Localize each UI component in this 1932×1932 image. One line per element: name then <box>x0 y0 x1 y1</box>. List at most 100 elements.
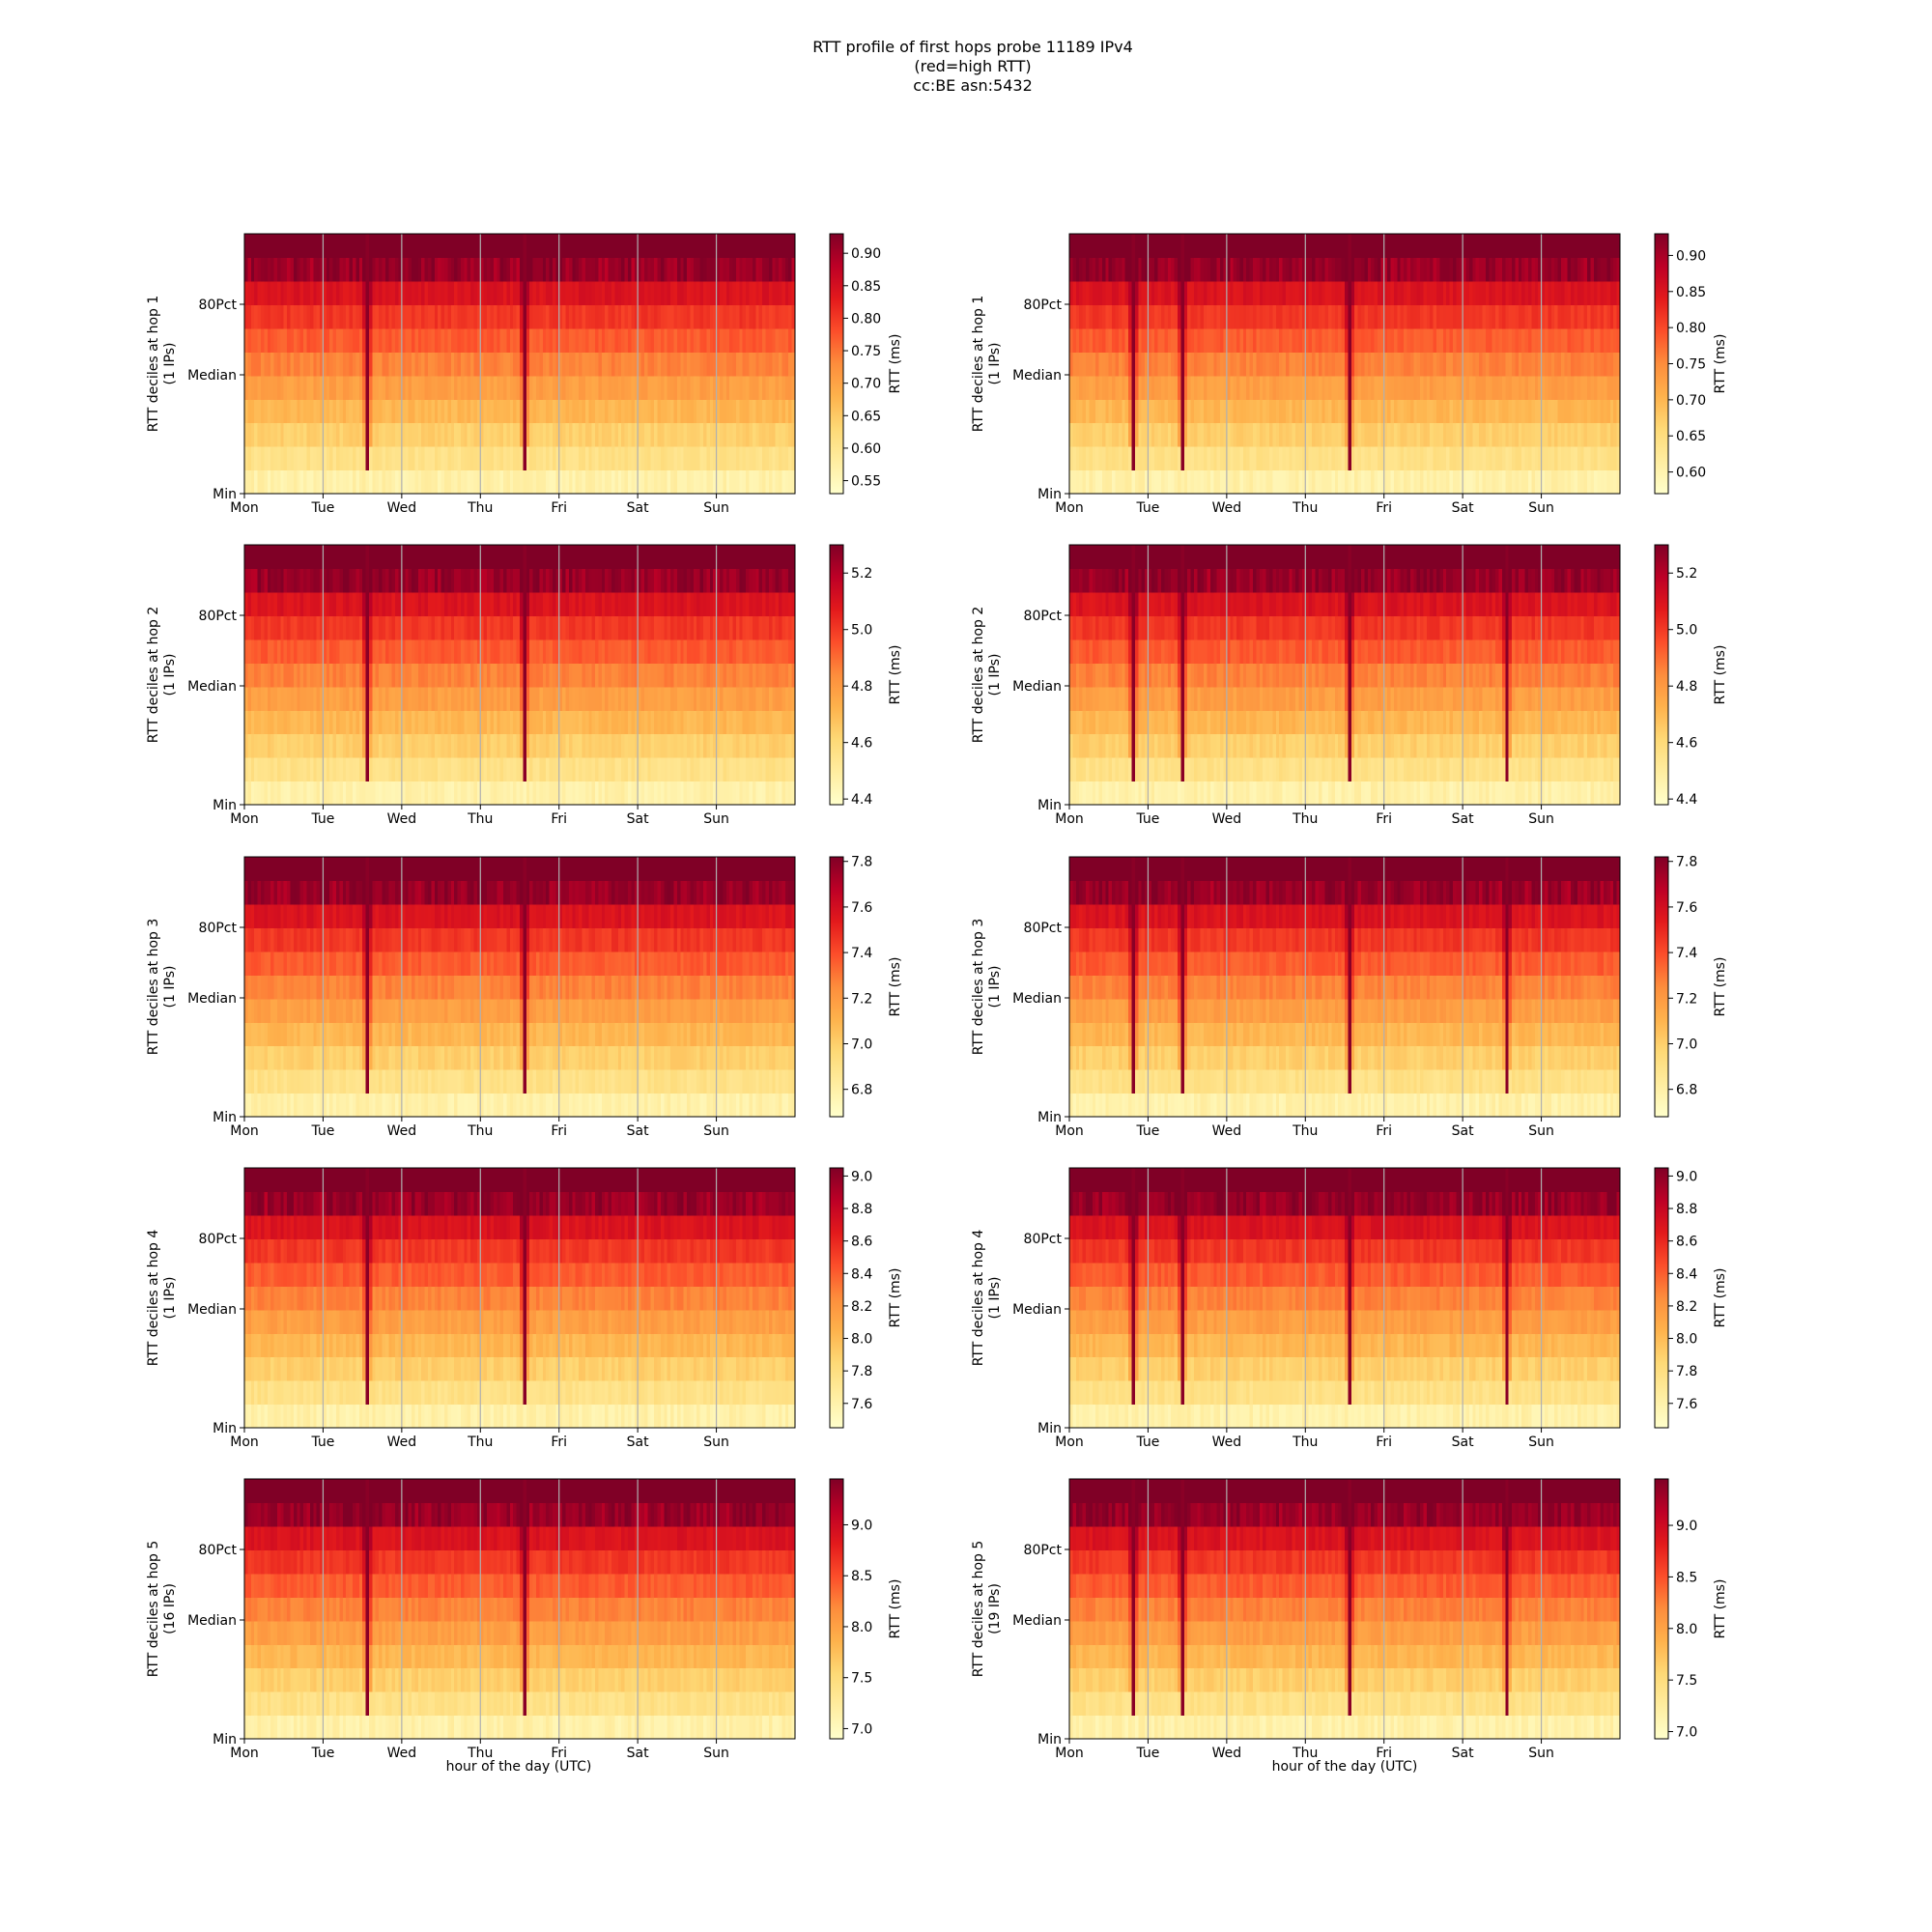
x-tick-label: Tue <box>310 1123 334 1139</box>
y-axis-sublabel: (1 IPs) <box>987 343 1003 385</box>
y-axis-label: RTT deciles at hop 5 <box>146 1541 161 1678</box>
y-tick-label: Min <box>213 487 237 502</box>
heatmap-panels: Mon Tue Wed Thu Fri Sat Sun 80Pct Median Min RTT d… <box>146 233 1728 1761</box>
y-axis-sublabel: (1 IPs) <box>162 654 178 696</box>
x-tick-label: Wed <box>387 500 417 516</box>
x-tick-label: Thu <box>1292 1435 1318 1450</box>
x-tick-label: Fri <box>1376 1123 1392 1139</box>
colorbar-tick-label: 7.0 <box>851 1037 872 1052</box>
y-tick-label: Median <box>1012 1302 1062 1318</box>
x-tick-label: Thu <box>467 1435 493 1450</box>
panel-5: Mon Tue Wed Thu Fri Sat Sun 80Pct Median Min RTT d… <box>146 855 903 1139</box>
y-axis-label: RTT deciles at hop 3 <box>146 919 161 1056</box>
y-tick-label: Median <box>1012 679 1062 695</box>
colorbar-tick-label: 0.60 <box>1676 466 1706 481</box>
panel-4: Mon Tue Wed Thu Fri Sat Sun 80Pct Median Min RTT d… <box>971 544 1728 827</box>
y-axis-sublabel: (1 IPs) <box>162 966 178 1009</box>
colorbar-tick-label: 7.0 <box>1676 1037 1697 1052</box>
x-tick-label: Wed <box>1212 1435 1242 1450</box>
colorbar-tick-label: 7.2 <box>1676 991 1697 1007</box>
x-tick-label: Sun <box>703 500 729 516</box>
y-axis-sublabel: (1 IPs) <box>987 966 1003 1009</box>
colorbar: 7.0 7.5 8.0 8.5 9.0 RTT (ms) <box>1654 1478 1728 1741</box>
colorbar-label: RTT (ms) <box>888 334 903 394</box>
y-tick-label: 80Pct <box>1024 609 1063 624</box>
x-tick-label: Mon <box>230 1123 259 1139</box>
colorbar-label: RTT (ms) <box>888 1579 903 1639</box>
colorbar-tick-label: 0.65 <box>1676 429 1706 444</box>
x-tick-label: Fri <box>551 500 567 516</box>
x-tick-label: Mon <box>230 1435 259 1450</box>
plot-frame <box>243 856 796 1118</box>
colorbar-tick-label: 4.4 <box>851 792 872 808</box>
x-tick-label: Mon <box>1055 1123 1084 1139</box>
x-tick-label: Thu <box>467 811 493 827</box>
colorbar-tick-label: 8.0 <box>1676 1332 1697 1348</box>
x-tick-label: Tue <box>1135 811 1159 827</box>
colorbar-tick-label: 7.6 <box>851 1397 872 1412</box>
x-tick-label: Tue <box>310 1746 334 1761</box>
colorbar-tick-label: 4.8 <box>1676 679 1697 695</box>
x-tick-label: Fri <box>551 811 567 827</box>
colorbar-tick-label: 4.6 <box>851 736 872 752</box>
x-tick-label: Thu <box>1292 811 1318 827</box>
x-tick-label: Sat <box>1452 500 1474 516</box>
x-tick-label: Mon <box>1055 500 1084 516</box>
heatmap-cells <box>1069 857 1621 1118</box>
colorbar-tick-label: 8.0 <box>851 1332 872 1348</box>
colorbar-tick-label: 4.4 <box>1676 792 1697 808</box>
y-axis-sublabel: (1 IPs) <box>987 654 1003 696</box>
colorbar-tick-label: 7.8 <box>1676 1364 1697 1379</box>
colorbar: 0.55 0.60 0.65 0.70 0.75 0.80 0.85 0.90 RTT (ms) <box>829 233 903 495</box>
y-tick-label: 80Pct <box>1024 1543 1063 1558</box>
colorbar-tick-label: 7.4 <box>1676 946 1697 961</box>
colorbar-tick-label: 7.0 <box>1676 1725 1697 1741</box>
x-tick-label: Sun <box>1528 811 1554 827</box>
panel-8: Mon Tue Wed Thu Fri Sat Sun 80Pct Median Min RTT d… <box>971 1167 1728 1450</box>
colorbar-tick-label: 8.6 <box>851 1235 872 1250</box>
y-tick-label: 80Pct <box>199 609 238 624</box>
colorbar: 4.4 4.6 4.8 5.0 5.2 RTT (ms) <box>1654 544 1728 808</box>
colorbar-tick-label: 0.80 <box>1676 321 1706 336</box>
colorbar-label: RTT (ms) <box>1713 1579 1728 1639</box>
colorbar-tick-label: 8.4 <box>1676 1266 1697 1282</box>
colorbar-tick-label: 0.70 <box>851 377 881 392</box>
x-tick-label: Fri <box>1376 1746 1392 1761</box>
y-axis-label: RTT deciles at hop 5 <box>971 1541 986 1678</box>
y-tick-label: Min <box>1037 1732 1062 1747</box>
x-tick-label: Fri <box>551 1435 567 1450</box>
x-tick-label: Sat <box>1452 1123 1474 1139</box>
colorbar-tick-label: 9.0 <box>1676 1519 1697 1534</box>
colorbar-tick-label: 0.90 <box>851 246 881 262</box>
colorbar-tick-label: 8.8 <box>1676 1202 1697 1217</box>
heatmap-cells <box>1069 1168 1621 1429</box>
colorbar-tick-label: 7.8 <box>851 855 872 870</box>
x-tick-label: Sun <box>1528 1746 1554 1761</box>
colorbar: 4.4 4.6 4.8 5.0 5.2 RTT (ms) <box>829 544 903 808</box>
colorbar-tick-label: 0.70 <box>1676 393 1706 409</box>
colorbar-tick-label: 0.90 <box>1676 248 1706 264</box>
x-tick-label: Mon <box>1055 1435 1084 1450</box>
colorbar-tick-label: 0.85 <box>1676 285 1706 300</box>
x-tick-label: Wed <box>1212 1123 1242 1139</box>
plot-frame <box>243 1167 796 1429</box>
panel-3: Mon Tue Wed Thu Fri Sat Sun 80Pct Median Min RTT d… <box>146 544 903 827</box>
colorbar-tick-label: 0.65 <box>851 409 881 424</box>
y-axis-label: RTT deciles at hop 2 <box>146 607 161 744</box>
colorbar-tick-label: 7.4 <box>851 946 872 961</box>
x-tick-label: Sat <box>1452 1435 1474 1450</box>
x-tick-label: Sun <box>1528 1123 1554 1139</box>
x-tick-label: Mon <box>230 500 259 516</box>
colorbar-tick-label: 8.5 <box>1676 1570 1697 1585</box>
heatmap-cells <box>1069 545 1621 806</box>
x-tick-label: Sat <box>627 1123 649 1139</box>
y-tick-label: Min <box>1037 487 1062 502</box>
plot-frame <box>243 233 796 495</box>
y-axis-label: RTT deciles at hop 2 <box>971 607 986 744</box>
x-tick-label: Sun <box>703 1746 729 1761</box>
plot-frame <box>1068 856 1621 1118</box>
y-tick-label: 80Pct <box>1024 1232 1063 1247</box>
colorbar-label: RTT (ms) <box>1713 334 1728 394</box>
plot-frame <box>243 544 796 806</box>
colorbar-tick-label: 8.6 <box>1676 1235 1697 1250</box>
